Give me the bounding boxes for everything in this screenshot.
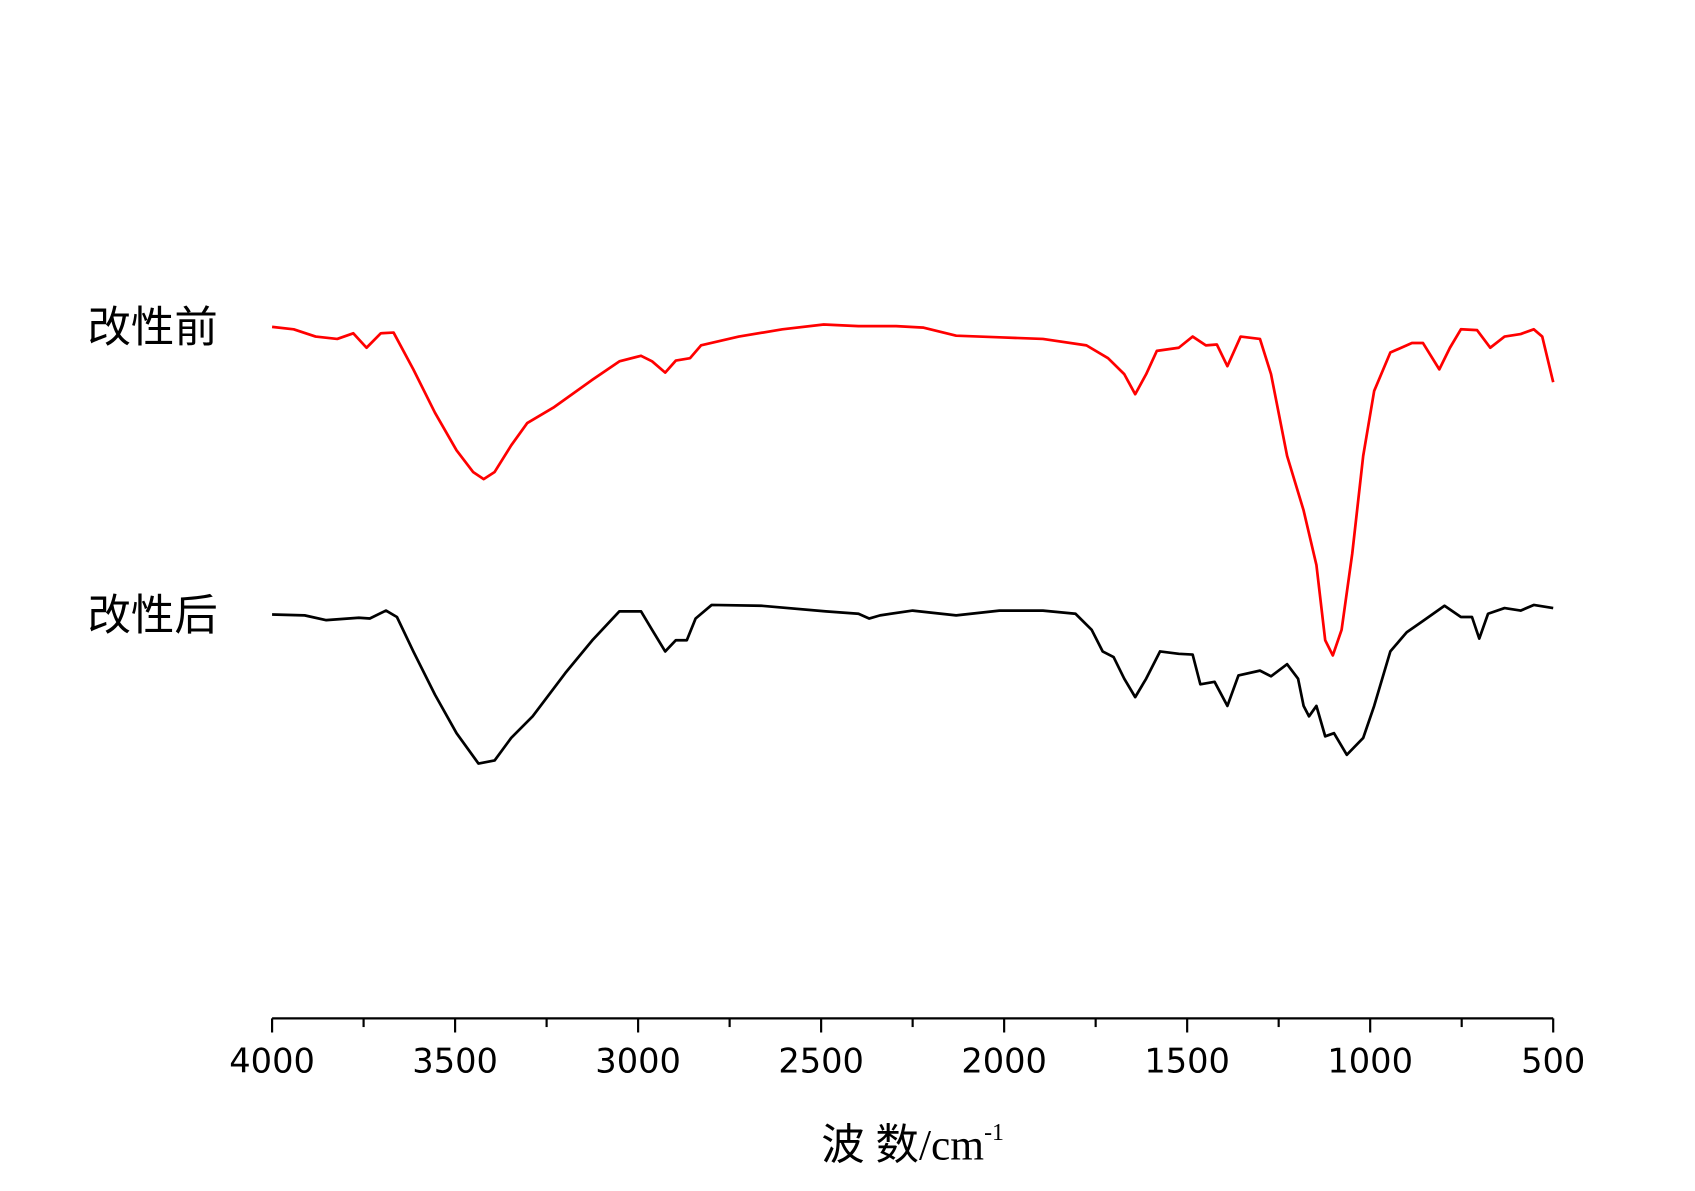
x-tick-label: 2500	[778, 1042, 864, 1081]
x-tick-label: 2000	[961, 1042, 1047, 1081]
x-tick-label: 500	[1521, 1042, 1585, 1081]
series-label: 改性后	[88, 592, 218, 640]
x-tick-label: 3000	[595, 1042, 681, 1081]
x-tick-label: 3500	[412, 1042, 498, 1081]
spectrum-line	[271, 323, 1555, 657]
series-label: 改性前	[88, 304, 218, 352]
x-tick-label: 1500	[1144, 1042, 1230, 1081]
x-tick-label: 4000	[229, 1042, 315, 1081]
spectrum-line	[272, 603, 1554, 765]
x-axis-label-superscript: -1	[984, 1120, 1004, 1146]
x-tick-label: 1000	[1327, 1042, 1413, 1081]
x-axis-label: 波 数/cm-1	[821, 1120, 1004, 1170]
x-axis-label-text: 波 数/cm	[821, 1122, 984, 1170]
